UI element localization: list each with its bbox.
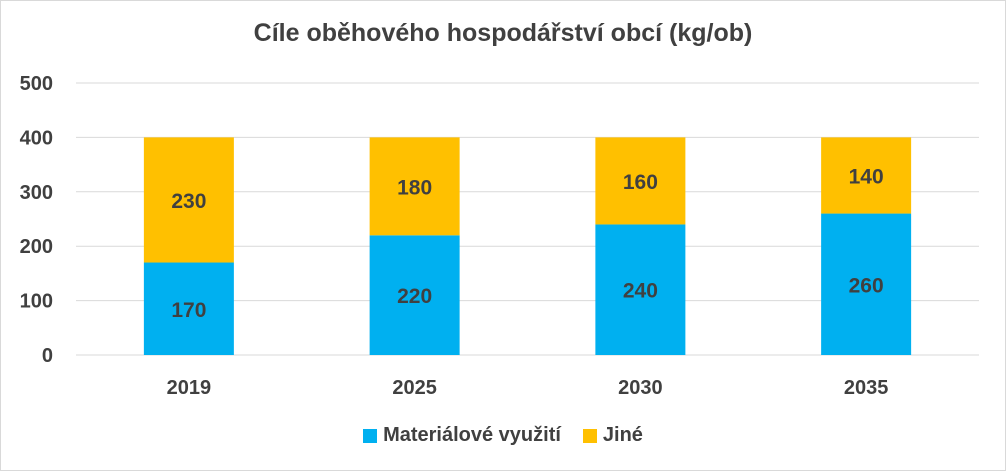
bar-2030-jine	[595, 137, 686, 225]
data-label-2030-materialove: 240	[623, 280, 658, 303]
x-tick-label-2030: 2030	[618, 377, 663, 399]
data-label-2035-materialove: 260	[849, 274, 884, 297]
data-label-2035-jine: 140	[849, 165, 884, 188]
bar-2025-jine	[369, 137, 460, 236]
data-label-2019-jine: 230	[171, 190, 206, 213]
legend-swatch-jine	[582, 428, 597, 443]
data-label-2019-materialove: 170	[171, 299, 206, 322]
x-tick-label-2019: 2019	[167, 377, 212, 399]
x-tick-label-2025: 2025	[392, 377, 437, 399]
legend-swatch-materialove	[363, 428, 378, 443]
bar-2025-materialove	[369, 235, 460, 355]
data-label-2025-jine: 180	[397, 176, 432, 199]
y-tick-label-500: 500	[20, 73, 53, 95]
legend-label-materialove: Materiálové využití	[383, 424, 561, 446]
data-label-2030-jine: 160	[623, 171, 658, 194]
bar-2035-materialove	[821, 213, 912, 355]
legend-item-materialove: Materiálové využití	[363, 424, 561, 447]
chart-legend: Materiálové využití Jiné	[1, 424, 1005, 447]
chart-title: Cíle oběhového hospodářství obcí (kg/ob)	[253, 19, 753, 47]
bar-2030-materialove	[595, 224, 686, 355]
y-tick-label-200: 200	[20, 236, 53, 258]
x-tick-label-2035: 2035	[844, 377, 889, 399]
legend-label-jine: Jiné	[602, 424, 643, 446]
y-tick-label-300: 300	[20, 182, 53, 204]
bar-2035-jine	[821, 137, 912, 214]
y-tick-label-0: 0	[42, 345, 53, 367]
data-label-2025-materialove: 220	[397, 285, 432, 308]
y-tick-label-100: 100	[20, 291, 53, 313]
bar-2019-jine	[143, 137, 234, 263]
legend-item-jine: Jiné	[582, 424, 643, 447]
bar-2019-materialove	[143, 262, 234, 355]
y-tick-label-400: 400	[20, 127, 53, 149]
